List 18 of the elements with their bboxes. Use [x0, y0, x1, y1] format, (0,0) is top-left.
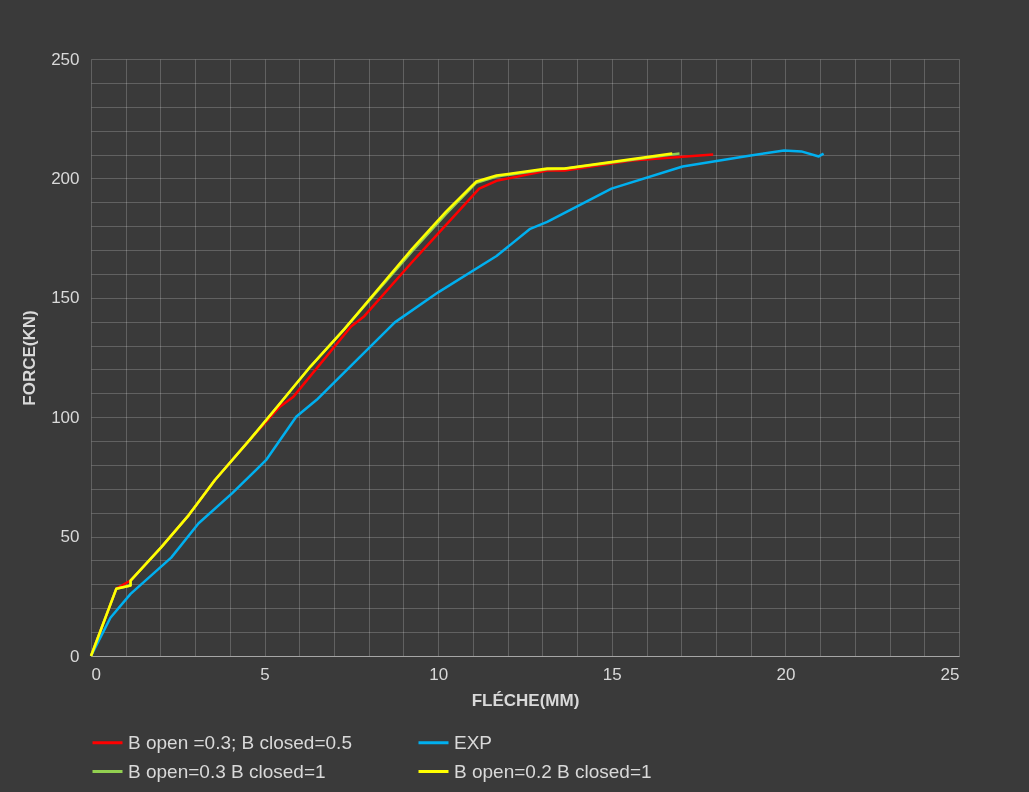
- y-tick-label: 150: [51, 288, 80, 308]
- x-tick-label: 25: [940, 664, 960, 684]
- y-tick-label: 0: [70, 646, 80, 666]
- x-tick-label: 20: [776, 664, 796, 684]
- x-tick-label: 15: [602, 664, 622, 684]
- legend-label: B open =0.3; B closed=0.5: [128, 731, 352, 753]
- y-tick-label: 50: [60, 527, 80, 547]
- x-tick-label: 0: [91, 664, 101, 684]
- x-axis-title: FLÉCHE(MM): [471, 690, 580, 710]
- y-tick-label: 100: [51, 407, 80, 427]
- x-tick-label: 5: [260, 664, 270, 684]
- legend-label: EXP: [454, 731, 493, 753]
- legend-label: B open=0.2 B closed=1: [454, 760, 652, 782]
- y-axis-title: FORCE(KN): [20, 310, 40, 406]
- x-tick-label: 10: [429, 664, 449, 684]
- legend-label: B open=0.3 B closed=1: [128, 760, 326, 782]
- y-tick-label: 250: [51, 49, 80, 69]
- y-tick-label: 200: [51, 168, 80, 188]
